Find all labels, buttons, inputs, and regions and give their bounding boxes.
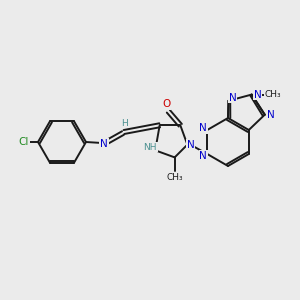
Text: H: H	[122, 118, 128, 127]
Text: NH: NH	[143, 143, 157, 152]
Text: N: N	[187, 140, 194, 150]
Text: CH₃: CH₃	[264, 90, 281, 99]
Text: CH₃: CH₃	[166, 173, 183, 182]
Text: N: N	[229, 93, 236, 103]
Text: N: N	[199, 151, 207, 161]
Text: N: N	[254, 89, 262, 100]
Text: Cl: Cl	[19, 137, 29, 147]
Text: N: N	[199, 123, 207, 133]
Text: N: N	[267, 110, 275, 120]
Text: N: N	[100, 139, 108, 149]
Text: O: O	[162, 99, 170, 109]
